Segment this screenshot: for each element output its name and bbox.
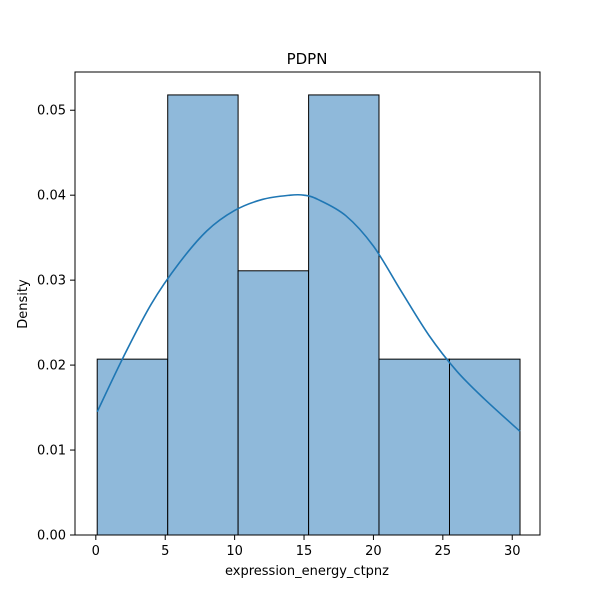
x-tick-label: 5 [161,544,169,559]
histogram-bar-3 [237,270,310,536]
y-tick-label: 0.02 [37,359,66,374]
histogram-bar-2 [167,94,239,536]
histogram-bar-4 [308,94,380,536]
x-tick-label: 0 [92,544,100,559]
y-axis-ticks: 0.00 0.01 0.02 0.03 0.04 0.05 [37,104,75,544]
kde-curve-group [96,193,521,432]
y-tick-label: 0.04 [37,189,66,204]
y-tick-label: 0.03 [37,274,66,289]
x-tick-label: 30 [504,544,521,559]
y-tick-label: 0.01 [37,444,66,459]
histogram-bar-6 [448,358,521,536]
histogram-bars [96,94,521,536]
x-tick-label: 15 [296,544,313,559]
x-axis-label: expression_energy_ctpnz [225,564,389,579]
y-axis-label: Density [16,279,31,329]
kde-curve [96,193,521,432]
x-tick-label: 10 [226,544,243,559]
plot-frame [74,71,541,536]
y-tick-label: 0.05 [37,104,66,119]
x-tick-label: 20 [365,544,382,559]
histogram-bar-1 [96,358,169,536]
x-axis-ticks: 0 5 10 15 20 25 30 [92,535,521,559]
histogram-bar-5 [378,358,450,536]
y-tick-label: 0.00 [37,529,66,544]
x-tick-label: 25 [435,544,452,559]
chart-title: PDPN [287,50,328,68]
